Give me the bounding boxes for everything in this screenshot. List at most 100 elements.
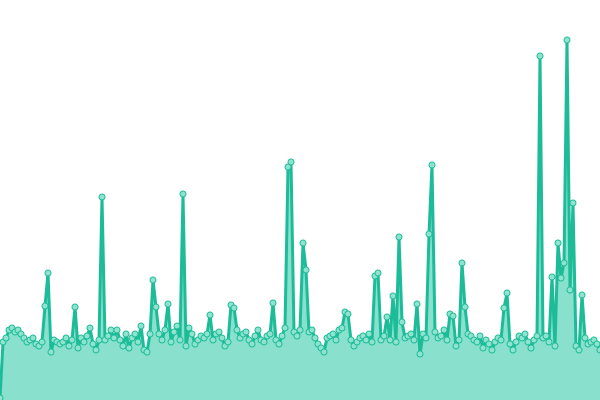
data-point <box>368 338 376 346</box>
data-point <box>161 326 169 334</box>
data-point <box>233 326 241 334</box>
data-point <box>107 326 115 334</box>
data-point <box>542 332 550 340</box>
data-point <box>164 300 172 308</box>
data-point <box>155 330 163 338</box>
data-point <box>122 330 130 338</box>
data-point <box>461 303 469 311</box>
data-point <box>269 299 277 307</box>
data-point <box>392 338 400 346</box>
data-point <box>0 394 4 400</box>
data-point <box>254 326 262 334</box>
data-point <box>146 330 154 338</box>
data-point <box>251 332 259 340</box>
data-point <box>302 266 310 274</box>
data-point <box>188 330 196 338</box>
data-point <box>167 338 175 346</box>
data-point <box>569 199 577 207</box>
data-point <box>398 318 406 326</box>
data-point <box>218 334 226 342</box>
data-point <box>380 332 388 340</box>
data-point <box>566 286 574 294</box>
data-point <box>476 332 484 340</box>
data-point <box>149 276 157 284</box>
data-point <box>92 346 100 354</box>
data-point <box>248 340 256 348</box>
data-point <box>44 269 52 277</box>
data-point <box>74 344 82 352</box>
data-point <box>551 342 559 350</box>
data-point <box>230 304 238 312</box>
data-point <box>554 239 562 247</box>
data-point <box>533 332 541 340</box>
data-point <box>455 336 463 344</box>
data-point <box>458 259 466 267</box>
data-point <box>389 292 397 300</box>
data-point <box>179 190 187 198</box>
data-point <box>497 336 505 344</box>
data-point <box>428 161 436 169</box>
data-point <box>536 52 544 60</box>
data-point <box>293 332 301 340</box>
data-point <box>176 336 184 344</box>
data-point <box>299 239 307 247</box>
data-point <box>437 332 445 340</box>
data-point <box>224 338 232 346</box>
data-point <box>119 342 127 350</box>
data-point <box>158 336 166 344</box>
data-point <box>524 338 532 346</box>
data-point <box>260 338 268 346</box>
data-point <box>104 332 112 340</box>
data-point <box>560 259 568 267</box>
data-point <box>65 342 73 350</box>
data-point <box>413 300 421 308</box>
data-point <box>512 338 520 346</box>
data-point <box>71 303 79 311</box>
data-point <box>278 332 286 340</box>
data-point <box>2 334 10 342</box>
data-point <box>206 311 214 319</box>
data-points <box>0 36 600 400</box>
data-point <box>440 326 448 334</box>
data-point <box>338 324 346 332</box>
data-point <box>410 336 418 344</box>
data-point <box>509 346 517 354</box>
data-point <box>170 328 178 336</box>
data-point <box>596 346 600 354</box>
data-point <box>485 340 493 348</box>
data-point <box>452 342 460 350</box>
data-point <box>347 336 355 344</box>
data-point <box>575 346 583 354</box>
data-point <box>185 324 193 332</box>
data-point <box>284 163 292 171</box>
data-point <box>242 328 250 336</box>
data-point <box>527 344 535 352</box>
data-point <box>365 330 373 338</box>
data-point <box>131 330 139 338</box>
data-point <box>83 332 91 340</box>
data-point <box>386 336 394 344</box>
data-point <box>578 291 586 299</box>
data-point <box>395 233 403 241</box>
data-point <box>449 312 457 320</box>
data-point <box>431 328 439 336</box>
data-point <box>152 303 160 311</box>
data-point <box>311 334 319 342</box>
data-point <box>137 322 145 330</box>
data-point <box>281 324 289 332</box>
data-point <box>374 269 382 277</box>
data-point <box>113 326 121 334</box>
data-point <box>362 336 370 344</box>
data-point <box>209 336 217 344</box>
data-point <box>38 338 46 346</box>
data-point <box>503 289 511 297</box>
data-point <box>29 334 37 342</box>
data-point <box>47 348 55 356</box>
data-point <box>308 326 316 334</box>
data-point <box>95 336 103 344</box>
data-point <box>89 340 97 348</box>
data-point <box>548 273 556 281</box>
data-point <box>473 338 481 346</box>
data-point <box>593 340 600 348</box>
